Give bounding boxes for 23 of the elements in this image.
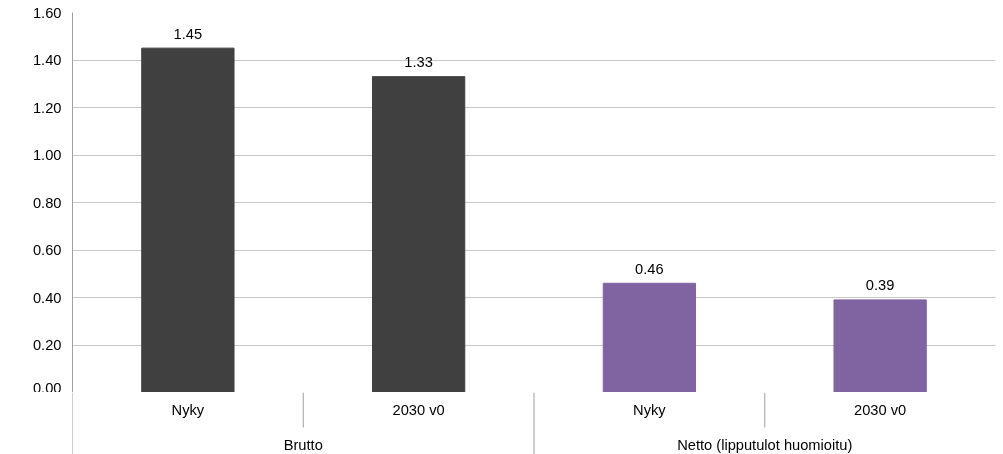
y-tick-label: 0.80 xyxy=(32,194,62,211)
data-label: 0.39 xyxy=(865,277,895,294)
text: Netto (lipputulot huomioitu) xyxy=(677,437,853,453)
y-tick-label: 1.20 xyxy=(32,99,62,116)
y-tick-label: 0.00 xyxy=(32,379,62,396)
x-tick-label: 2030 v0 xyxy=(392,402,445,418)
data-label: 0.46 xyxy=(635,260,664,277)
y-tick-label: 0.40 xyxy=(32,289,62,306)
bar xyxy=(602,282,697,392)
y-tick-label: 1.40 xyxy=(32,52,62,68)
x-tick-label: Nyky xyxy=(171,402,205,418)
bar xyxy=(833,299,927,392)
data-label: 1.33 xyxy=(404,54,433,71)
x-tick-label: 2030 v0 xyxy=(854,402,907,418)
bar xyxy=(141,47,235,392)
data-label: 1.45 xyxy=(173,25,203,42)
bar xyxy=(371,76,466,392)
y-tick-label: 1.00 xyxy=(32,147,62,163)
text: Brutto xyxy=(283,437,323,453)
y-tick-label: 0.60 xyxy=(32,242,62,258)
y-tick-label: 0.20 xyxy=(32,337,62,353)
x-tick-label: Nyky xyxy=(633,402,667,418)
y-tick-label: 1.60 xyxy=(32,4,62,21)
